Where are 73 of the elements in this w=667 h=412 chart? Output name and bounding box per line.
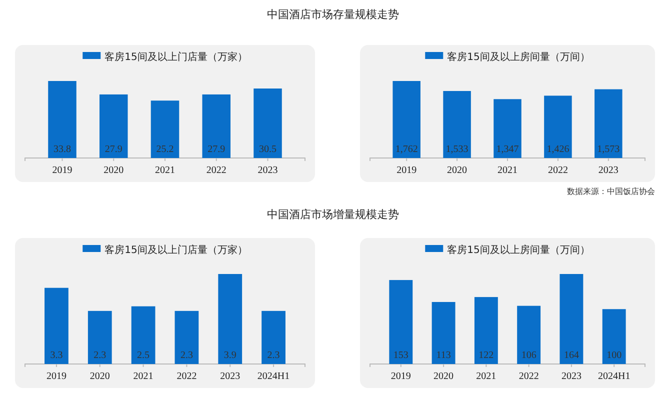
bar xyxy=(150,100,180,158)
data-label: 1,347 xyxy=(496,144,519,155)
x-tick-label: 2023 xyxy=(258,165,278,176)
bar xyxy=(392,81,420,158)
x-tick-label: 2022 xyxy=(548,165,568,176)
bar xyxy=(131,306,156,364)
bar xyxy=(517,306,541,364)
x-tick-label: 2020 xyxy=(104,165,124,176)
x-tick-label: 2024H1 xyxy=(257,371,290,382)
data-label: 2.3 xyxy=(180,350,193,361)
data-label: 3.3 xyxy=(50,350,63,361)
bar xyxy=(432,302,456,364)
data-label: 25.2 xyxy=(156,144,174,155)
data-label: 153 xyxy=(393,350,408,361)
x-tick-label: 2019 xyxy=(46,371,66,382)
bar xyxy=(218,274,242,364)
data-label: 106 xyxy=(521,350,536,361)
x-tick-label: 2020 xyxy=(447,165,468,176)
x-tick-label: 2019 xyxy=(390,371,411,382)
bar xyxy=(44,288,68,364)
bar xyxy=(594,89,622,158)
text: 中国酒店市场增量规模走势 xyxy=(267,208,399,221)
x-tick-label: 2022 xyxy=(518,371,539,382)
data-label: 33.8 xyxy=(54,144,71,155)
bar xyxy=(443,91,471,158)
legend-label: 客房15间及以上门店量（万家） xyxy=(104,51,248,63)
data-label: 27.9 xyxy=(208,144,226,155)
data-label: 30.5 xyxy=(259,144,276,155)
bar xyxy=(262,310,286,364)
bar xyxy=(202,94,231,158)
bar xyxy=(88,310,112,364)
bar xyxy=(174,310,199,364)
x-tick-label: 2021 xyxy=(155,165,175,176)
bar xyxy=(254,88,282,158)
bar xyxy=(99,94,128,158)
data-label: 1,426 xyxy=(546,144,570,155)
data-label: 122 xyxy=(478,350,494,361)
x-tick-label: 2021 xyxy=(476,371,496,382)
data-label: 100 xyxy=(606,350,622,361)
data-label: 1,533 xyxy=(446,144,468,155)
bar xyxy=(389,280,413,364)
bar xyxy=(602,309,626,364)
text: 中国酒店市场存量规模走势 xyxy=(267,8,399,21)
x-tick-label: 2019 xyxy=(396,165,417,176)
x-tick-label: 2019 xyxy=(52,165,72,176)
legend-label: 客房15间及以上房间量（万间） xyxy=(447,51,590,63)
x-tick-label: 2021 xyxy=(498,165,518,176)
data-label: 113 xyxy=(436,350,451,361)
x-tick-label: 2022 xyxy=(206,165,226,176)
source-note: 数据来源：中国饭店协会 xyxy=(567,187,655,196)
x-tick-label: 2020 xyxy=(434,371,454,382)
x-tick-label: 2020 xyxy=(90,371,110,382)
data-label: 1,762 xyxy=(395,144,418,155)
bar xyxy=(494,99,522,158)
legend-label: 客房15间及以上房间量（万间） xyxy=(447,244,590,256)
x-tick-label: 2022 xyxy=(176,371,197,382)
bar xyxy=(544,96,572,158)
bar xyxy=(560,274,584,364)
x-tick-label: 2024H1 xyxy=(598,371,630,382)
x-tick-label: 2023 xyxy=(598,165,618,176)
data-label: 164 xyxy=(564,350,579,361)
bar xyxy=(48,81,76,158)
data-label: 2.3 xyxy=(267,350,280,361)
x-tick-label: 2023 xyxy=(220,371,240,382)
x-tick-label: 2021 xyxy=(133,371,154,382)
data-label: 1,573 xyxy=(597,144,620,155)
legend-label: 客房15间及以上门店量（万家） xyxy=(104,244,248,256)
data-label: 2.5 xyxy=(137,350,150,361)
x-tick-label: 2023 xyxy=(561,371,582,382)
data-label: 3.9 xyxy=(224,350,236,361)
bar xyxy=(474,297,498,364)
data-label: 2.3 xyxy=(94,350,106,361)
data-label: 27.9 xyxy=(104,144,122,155)
